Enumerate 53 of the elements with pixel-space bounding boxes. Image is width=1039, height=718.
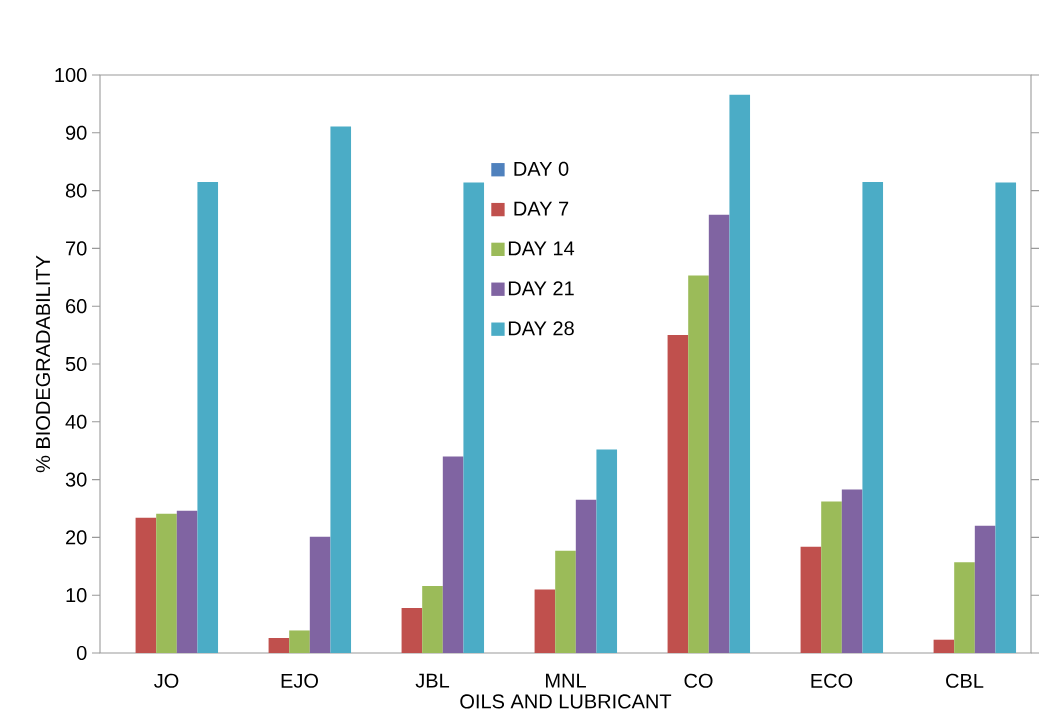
bar [995,182,1017,653]
x-tick-label: ECO [811,673,853,688]
bar [442,456,464,653]
y-axis-title: % BIODEGRADABILITY [35,255,51,473]
x-tick-label: EJO [281,673,318,688]
bar [841,489,863,653]
bar [534,589,556,653]
bar [729,94,751,653]
y-tick-label: 10 [66,588,87,603]
bar [800,546,822,653]
bar [422,585,443,653]
bar [974,525,996,653]
x-tick-label: CO [684,673,713,688]
legend-label: DAY 14 [508,241,575,256]
bar [268,637,290,653]
bar [176,510,198,653]
y-tick-label: 20 [66,530,87,545]
bar [197,181,219,653]
y-tick-label: 100 [55,67,87,83]
bar [575,499,597,653]
legend-label: DAY 28 [508,321,574,336]
bar [401,607,423,653]
x-axis-title: OILS AND LUBRICANT [460,694,672,709]
bar [688,275,709,653]
bar [463,182,485,653]
x-tick-label: CBL [946,673,984,688]
x-tick-label: JO [154,673,179,688]
bar [933,639,955,653]
y-tick-label: 70 [66,241,87,256]
bar [555,550,576,653]
bar [156,513,177,653]
bar [954,562,975,653]
x-tick-label: JBL [415,673,450,688]
bar [821,501,842,653]
y-tick-label: 0 [76,645,87,661]
x-tick-label: MNL [546,673,586,688]
bar [309,536,331,653]
y-tick-label: 40 [65,414,87,429]
y-tick-label: 90 [65,125,87,140]
bar [135,517,157,653]
y-tick-label: 60 [66,299,87,314]
bar [330,126,352,653]
legend-label: DAY 21 [508,281,574,296]
legend-label: DAY 7 [514,201,569,216]
y-tick-label: 80 [65,183,87,198]
bar [708,214,730,653]
bar [289,630,310,653]
y-tick-label: 50 [65,356,87,372]
y-tick-label: 30 [65,472,87,487]
bar [596,449,618,653]
bar [862,181,884,653]
bar [667,335,689,653]
legend-label: DAY 0 [514,161,569,176]
